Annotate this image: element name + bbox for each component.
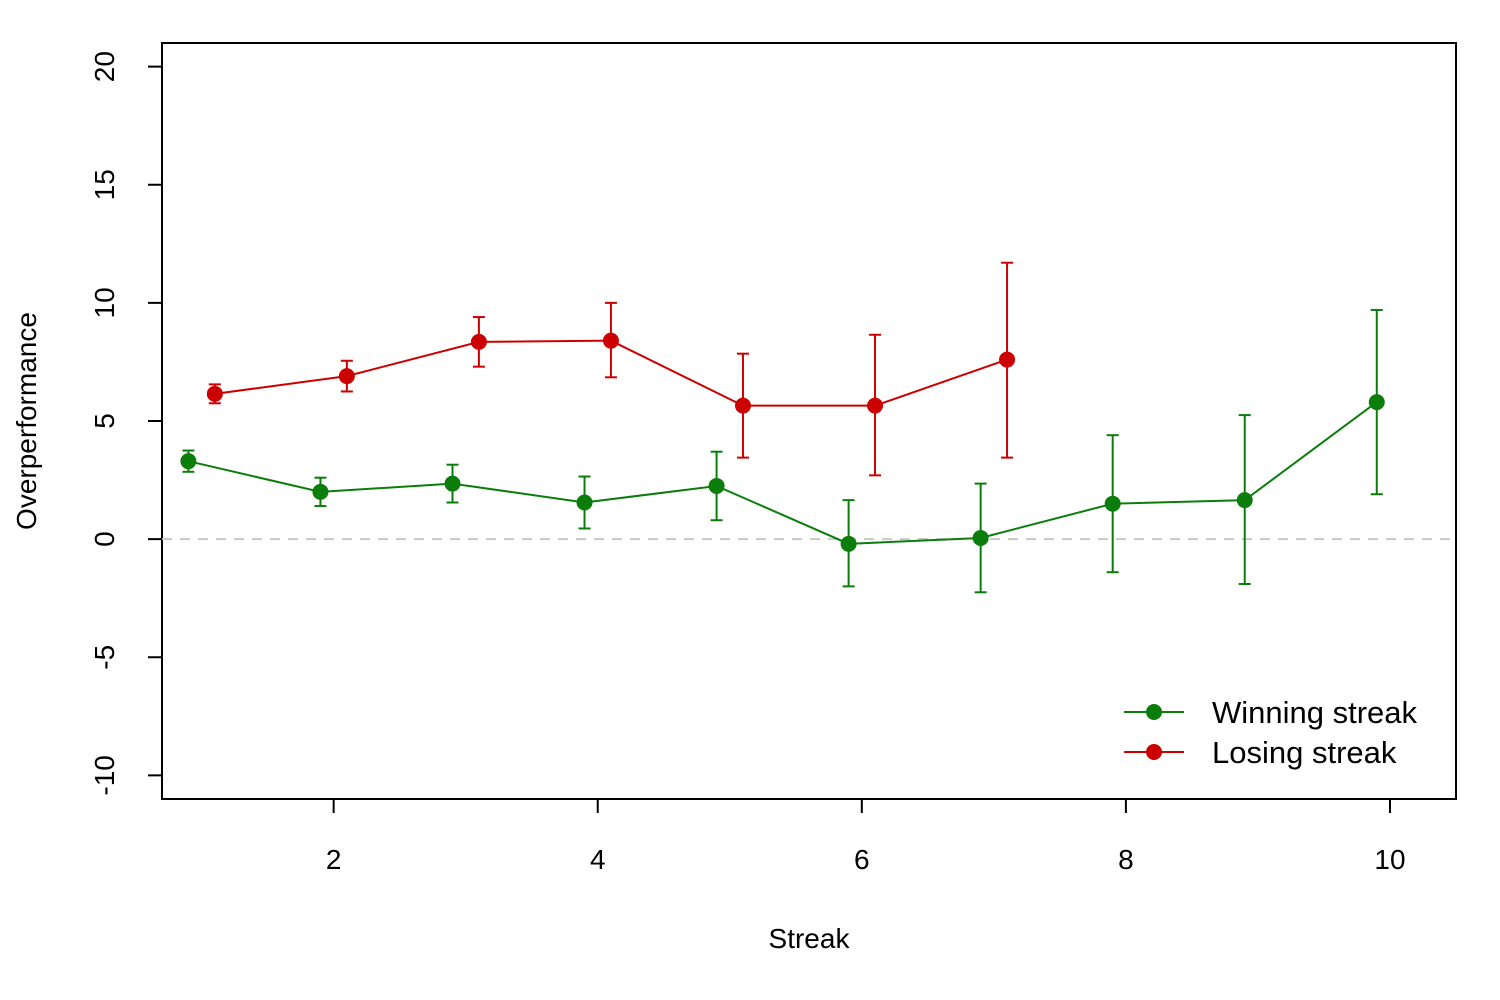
data-point [576,494,593,511]
legend-marker [1146,744,1162,760]
x-tick-label: 10 [1374,844,1405,875]
x-tick-label: 6 [854,844,870,875]
series-line [188,401,1378,545]
data-point [867,397,884,414]
data-point [206,385,223,402]
legend-marker [1146,704,1162,720]
y-tick-label: 10 [89,287,120,318]
y-tick-label: -10 [89,755,120,795]
legend-label: Losing streak [1212,735,1397,770]
x-tick-label: 4 [590,844,606,875]
data-point [444,475,461,492]
y-tick-label: 0 [89,531,120,547]
x-tick-label: 2 [326,844,342,875]
data-point [470,333,487,350]
data-point [1236,492,1253,509]
data-point [840,535,857,552]
data-point [180,453,197,470]
data-point [1368,394,1385,411]
data-point [999,351,1016,368]
series-winning-streak [180,308,1385,594]
y-axis: -10 -5 0 5 10 15 20 [89,51,162,796]
y-axis-label: Overperformance [11,312,42,530]
legend: Winning streak Losing streak [1124,695,1418,770]
data-point [312,483,329,500]
y-tick-label: 5 [89,413,120,429]
data-point [734,397,751,414]
data-point [338,368,355,385]
x-axis: 2 4 6 8 10 [326,799,1406,875]
y-tick-label: 15 [89,169,120,200]
legend-label: Winning streak [1212,695,1418,730]
data-point [972,529,989,546]
series-losing-streak [206,261,1016,477]
data-point [1104,495,1121,512]
data-point [602,332,619,349]
series-layer [180,261,1385,594]
y-tick-label: 20 [89,51,120,82]
data-point [708,477,725,494]
x-axis-label: Streak [769,923,851,954]
plot-frame [161,42,1457,800]
x-tick-label: 8 [1118,844,1134,875]
y-tick-label: -5 [89,645,120,670]
